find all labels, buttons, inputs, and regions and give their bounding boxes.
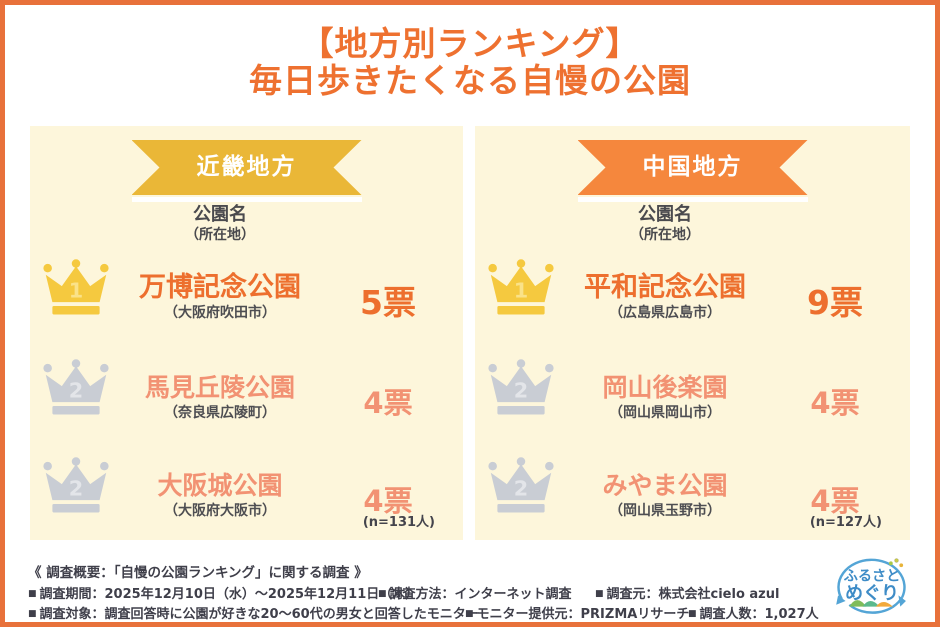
ranking-row: 2 馬見丘陵公園 （奈良県広陵町） 4票 <box>30 358 463 428</box>
survey-target: ■ 調査対象：調査回答時に公園が好きな20〜60代の男女と回答したモニター <box>28 603 479 622</box>
monitor-provider-text: モニター提供元：PRIZMAリサーチ <box>476 607 690 622</box>
bullet-icon: ■ <box>465 609 474 619</box>
region-ribbon-chugoku: 中国地方 <box>578 140 808 195</box>
park-location: （広島県広島市） <box>609 305 721 321</box>
crown-gold-icon: 1 <box>488 259 554 315</box>
arrow-icon <box>898 595 906 607</box>
park-info: 岡山後楽園 （岡山県岡山市） <box>545 372 785 422</box>
survey-target-text: 調査対象：調査回答時に公園が好きな20〜60代の男女と回答したモニター <box>39 607 479 622</box>
crown-silver-icon: 2 <box>43 359 109 415</box>
survey-overview-heading: 《 調査概要：「自慢の公園ランキング」に関する調査 》 <box>28 565 368 581</box>
survey-method-text: 調査方法：インターネット調査 <box>389 587 572 602</box>
page-title-line2: 毎日歩きたくなる自慢の公園 <box>249 61 691 100</box>
hill-shape <box>862 601 880 607</box>
vote-count: 4票 <box>363 386 413 420</box>
column-header-park-name: 公園名 <box>638 204 692 225</box>
park-info: 大阪城公園 （大阪府大阪市） <box>100 470 340 520</box>
rank-number: 2 <box>69 476 83 500</box>
park-location: （大阪府吹田市） <box>164 305 276 321</box>
park-info: 平和記念公園 （広島県広島市） <box>545 272 785 322</box>
ranking-row: 2 大阪城公園 （大阪府大阪市） 4票 <box>30 456 463 526</box>
vote-count: 5票 <box>360 283 416 322</box>
bullet-icon: ■ <box>688 609 697 619</box>
crown-silver-icon: 2 <box>43 457 109 513</box>
bullet-icon: ■ <box>595 589 604 599</box>
park-info: みやま公園 （岡山県玉野市） <box>545 470 785 520</box>
rank-number: 2 <box>514 476 528 500</box>
ranking-row: 1 万博記念公園 （大阪府吹田市） 5票 <box>30 258 463 328</box>
region-ribbon-label: 近畿地方 <box>196 154 297 180</box>
monitor-provider: ■ モニター提供元：PRIZMAリサーチ <box>465 603 689 622</box>
rank-number: 1 <box>69 278 83 302</box>
park-name: みやま公園 <box>602 471 728 500</box>
park-location: （岡山県玉野市） <box>609 503 721 519</box>
survey-period-text: 調査期間：2025年12月10日（水）〜2025年12月11日（木） <box>39 587 419 602</box>
ranking-row: 1 平和記念公園 （広島県広島市） 9票 <box>475 258 910 328</box>
region-ribbon-kinki: 近畿地方 <box>132 140 362 195</box>
bullet-icon: ■ <box>378 589 387 599</box>
logo-text-line2: めぐり <box>845 583 899 604</box>
sample-size-label: (n=131人) <box>362 515 435 530</box>
park-location: （奈良県広陵町） <box>164 405 276 421</box>
page-title: 【地方別ランキング】 毎日歩きたくなる自慢の公園 <box>5 25 935 99</box>
park-name: 万博記念公園 <box>139 272 301 303</box>
furusato-meguri-logo: ふるさと めぐり <box>836 558 906 614</box>
column-header: 公園名 （所在地） <box>545 204 785 244</box>
column-header-park-name: 公園名 <box>193 204 247 225</box>
region-panel-chugoku: 中国地方 公園名 （所在地） 1 平和記念公園 （広島県広島市） 9票 <box>475 126 910 540</box>
bullet-icon: ■ <box>28 589 37 599</box>
crown-silver-icon: 2 <box>488 457 554 513</box>
park-info: 万博記念公園 （大阪府吹田市） <box>100 272 340 322</box>
respondent-count-text: 調査人数：1,027人 <box>699 607 819 622</box>
column-header-location: （所在地） <box>185 227 255 243</box>
region-panel-kinki: 近畿地方 公園名 （所在地） 1 万博記念公園 （大阪府吹田市） 5票 <box>30 126 463 540</box>
park-location: （大阪府大阪市） <box>164 503 276 519</box>
column-header-location: （所在地） <box>630 227 700 243</box>
park-name: 大阪城公園 <box>157 471 283 500</box>
vote-count: 9票 <box>807 283 863 322</box>
bullet-icon: ■ <box>28 609 37 619</box>
respondent-count: ■ 調査人数：1,027人 <box>688 603 819 622</box>
vote-count: 4票 <box>810 484 860 518</box>
park-info: 馬見丘陵公園 （奈良県広陵町） <box>100 372 340 422</box>
arrow-icon <box>836 595 846 605</box>
ribbon-underline <box>577 197 808 202</box>
park-name: 岡山後楽園 <box>602 373 728 402</box>
crown-silver-icon: 2 <box>488 359 554 415</box>
park-name: 馬見丘陵公園 <box>144 373 295 402</box>
crown-gold-icon: 1 <box>43 259 109 315</box>
logo-text-line1: ふるさと <box>844 568 901 584</box>
page-title-line1: 【地方別ランキング】 <box>300 24 640 63</box>
sample-size-label: (n=127人) <box>809 515 882 530</box>
column-header: 公園名 （所在地） <box>100 204 340 244</box>
survey-source-text: 調査元：株式会社cielo azul <box>606 587 780 602</box>
rank-number: 1 <box>514 278 528 302</box>
survey-method: ■ 調査方法：インターネット調査 <box>378 583 572 602</box>
rank-number: 2 <box>514 378 528 402</box>
rank-number: 2 <box>69 378 83 402</box>
ranking-row: 2 みやま公園 （岡山県玉野市） 4票 <box>475 456 910 526</box>
hill-shape <box>849 600 867 607</box>
park-name: 平和記念公園 <box>584 272 746 303</box>
vote-count: 4票 <box>363 484 413 518</box>
survey-source: ■ 調査元：株式会社cielo azul <box>595 583 779 602</box>
park-location: （岡山県岡山市） <box>609 405 721 421</box>
vote-count: 4票 <box>810 386 860 420</box>
survey-period: ■ 調査期間：2025年12月10日（水）〜2025年12月11日（木） <box>28 583 418 602</box>
hill-shape <box>875 601 893 607</box>
region-ribbon-label: 中国地方 <box>642 154 743 180</box>
ribbon-underline <box>131 197 362 202</box>
ranking-row: 2 岡山後楽園 （岡山県岡山市） 4票 <box>475 358 910 428</box>
